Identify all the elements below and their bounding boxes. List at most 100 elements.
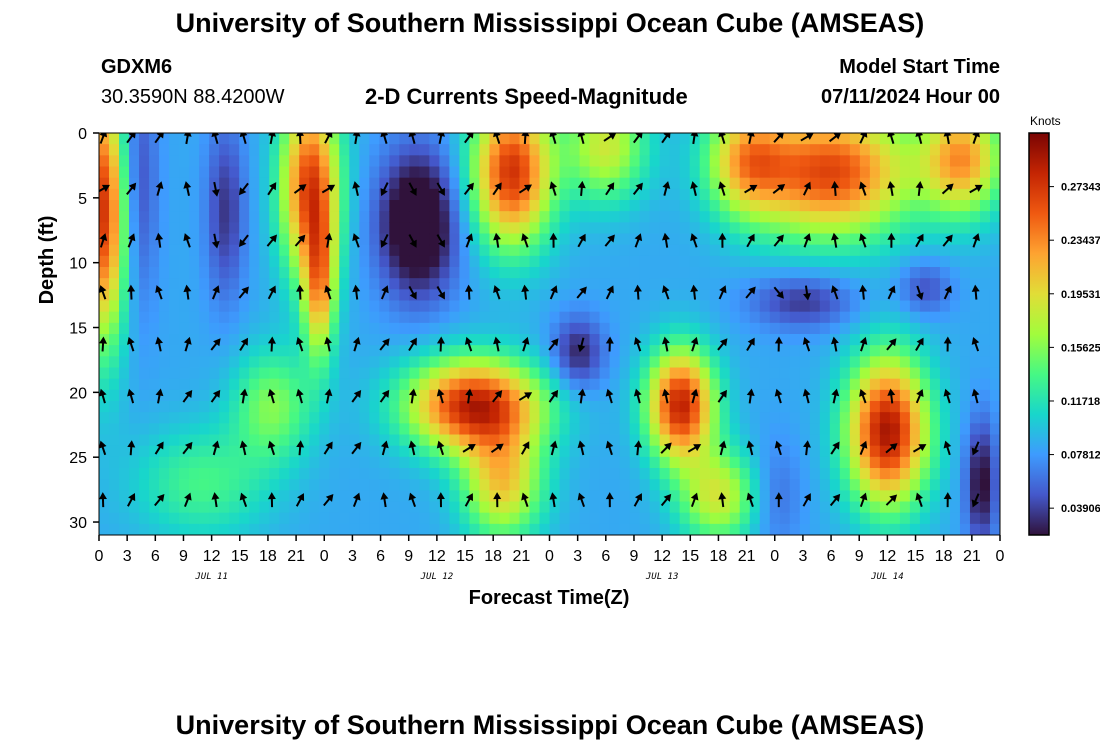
heatmap-cell — [149, 389, 160, 402]
heatmap-cell — [609, 401, 621, 413]
heatmap-cell — [859, 144, 871, 156]
heatmap-cell — [759, 177, 771, 190]
current-arrow — [465, 388, 474, 404]
heatmap-cell — [269, 188, 280, 201]
heatmap-cell — [139, 188, 150, 201]
current-arrow — [268, 133, 277, 145]
heatmap-cell — [619, 222, 631, 235]
heatmap-cell — [639, 501, 651, 514]
heatmap-cell — [979, 267, 991, 279]
heatmap-cell — [649, 267, 661, 279]
heatmap-cell — [619, 188, 631, 201]
heatmap-cell — [709, 356, 721, 369]
heatmap-cell — [949, 401, 961, 413]
heatmap-cell — [359, 300, 370, 313]
current-arrow — [660, 442, 672, 454]
heatmap-cell — [619, 322, 631, 335]
heatmap-cell — [459, 378, 471, 391]
heatmap-cell — [529, 468, 541, 480]
heatmap-cell — [179, 177, 190, 190]
heatmap-cell — [909, 244, 921, 257]
heatmap-cell — [949, 356, 961, 369]
heatmap-cell — [569, 456, 581, 469]
current-arrow — [127, 336, 135, 352]
current-arrow — [379, 389, 390, 403]
y-tick-label: 30 — [69, 515, 87, 532]
heatmap-cell — [279, 300, 290, 313]
heatmap-cell — [619, 434, 631, 447]
heatmap-cell — [149, 133, 160, 145]
heatmap-cell — [579, 445, 591, 458]
heatmap-cell — [819, 389, 831, 402]
heatmap-cell — [379, 300, 390, 313]
heatmap-cell — [399, 445, 410, 458]
heatmap-cell — [99, 434, 110, 447]
heatmap-cell — [709, 501, 721, 514]
heatmap-cell — [629, 278, 641, 290]
heatmap-cell — [209, 166, 220, 179]
heatmap-cell — [529, 501, 541, 514]
heatmap-cell — [359, 523, 370, 535]
heatmap-cell — [829, 244, 841, 257]
heatmap-cell — [399, 401, 410, 413]
heatmap-cell — [839, 456, 851, 469]
heatmap-cell — [319, 278, 330, 290]
heatmap-cell — [629, 445, 641, 458]
heatmap-cell — [529, 255, 541, 268]
current-arrow — [661, 336, 670, 352]
heatmap-cell — [599, 133, 611, 145]
heatmap-cell — [279, 389, 290, 402]
heatmap-cell — [369, 144, 380, 156]
heatmap-cell — [479, 188, 491, 201]
heatmap-cell — [139, 412, 150, 424]
heatmap-cell — [699, 233, 711, 246]
heatmap-cell — [299, 233, 310, 246]
heatmap-cell — [309, 378, 320, 391]
heatmap-cell — [199, 512, 210, 525]
current-arrow — [183, 233, 191, 248]
heatmap-cell — [849, 334, 861, 346]
heatmap-cell — [959, 378, 971, 391]
heatmap-cell — [589, 222, 601, 235]
heatmap-cell — [309, 423, 320, 436]
heatmap-cell — [869, 300, 881, 313]
heatmap-cell — [449, 311, 460, 324]
heatmap-cell — [419, 155, 430, 168]
heatmap-cell — [769, 378, 781, 391]
heatmap-cell — [389, 490, 400, 503]
heatmap-cell — [779, 501, 791, 514]
heatmap-cell — [819, 222, 831, 235]
heatmap-cell — [669, 267, 681, 279]
heatmap-cell — [709, 412, 721, 424]
current-arrow — [885, 443, 898, 454]
heatmap-cell — [439, 133, 450, 145]
current-arrow — [521, 133, 530, 145]
heatmap-cell — [649, 479, 661, 491]
heatmap-cell — [519, 434, 531, 447]
heatmap-cell — [479, 423, 491, 436]
heatmap-cell — [569, 389, 581, 402]
heatmap-cell — [699, 345, 711, 357]
heatmap-cell — [669, 222, 681, 235]
heatmap-cell — [629, 311, 641, 324]
heatmap-cell — [339, 512, 350, 525]
heatmap-cell — [559, 345, 571, 357]
heatmap-cell — [799, 378, 811, 391]
heatmap-cell — [939, 412, 951, 424]
heatmap-cell — [419, 401, 430, 413]
heatmap-cell — [829, 322, 841, 335]
current-arrow — [886, 338, 897, 351]
heatmap-cell — [829, 434, 841, 447]
x-tick-label: 15 — [456, 548, 474, 565]
heatmap-cell — [489, 322, 501, 335]
heatmap-cell — [199, 155, 210, 168]
heatmap-cell — [289, 445, 300, 458]
heatmap-cell — [429, 233, 440, 246]
heatmap-cell — [759, 434, 771, 447]
heatmap-cell — [109, 267, 120, 279]
heatmap-cell — [969, 401, 981, 413]
heatmap-cell — [229, 144, 240, 156]
heatmap-cell — [119, 222, 130, 235]
heatmap-cell — [609, 188, 621, 201]
heatmap-cell — [989, 222, 1000, 235]
